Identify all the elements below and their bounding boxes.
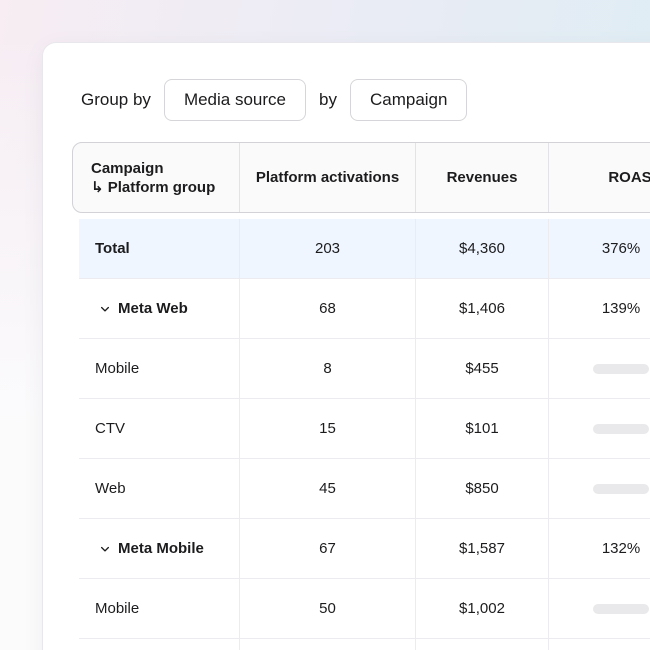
row-name-cell: Mobile xyxy=(79,579,240,638)
column-header-campaign-platform-group[interactable]: Campaign ↳ Platform group xyxy=(73,143,240,212)
cell-revenues: $4,360 xyxy=(416,219,549,278)
roas-loading-pill xyxy=(593,363,649,374)
column-header-campaign: Campaign xyxy=(91,159,164,177)
row-name: Mobile xyxy=(95,600,140,617)
cell-roas xyxy=(549,399,650,458)
cell-platform-activations: 67 xyxy=(240,519,416,578)
cell-revenues: $455 xyxy=(416,339,549,398)
cell-roas: 132% xyxy=(549,519,650,578)
column-header-roas[interactable]: ROAS xyxy=(608,169,650,186)
cell-revenues: $1,406 xyxy=(416,279,549,338)
media-source-select[interactable]: Media source xyxy=(163,79,306,121)
table-body: Total 203 $4,360 376% Meta Web 68 $1,406… xyxy=(79,219,650,650)
report-card: Group by Media source by Campaign Campai… xyxy=(42,42,650,650)
roas-value: 376% xyxy=(601,240,641,257)
cell-revenues xyxy=(416,639,549,650)
cell-platform-activations: 45 xyxy=(240,459,416,518)
table-row[interactable]: Mobile 8 $455 xyxy=(79,339,650,399)
chevron-down-icon[interactable] xyxy=(99,543,111,555)
roas-value: 139% xyxy=(601,300,641,317)
table-header: Campaign ↳ Platform group Platform activ… xyxy=(72,142,650,213)
cell-roas xyxy=(549,639,650,650)
cell-platform-activations xyxy=(240,639,416,650)
row-name: Total xyxy=(95,240,130,257)
table-row[interactable] xyxy=(79,639,650,650)
table-row[interactable]: Mobile 50 $1,002 xyxy=(79,579,650,639)
cell-platform-activations: 203 xyxy=(240,219,416,278)
cell-revenues: $1,587 xyxy=(416,519,549,578)
row-name: Meta Mobile xyxy=(118,540,204,557)
cell-roas xyxy=(549,459,650,518)
row-name-cell: CTV xyxy=(79,399,240,458)
roas-value: 132% xyxy=(601,540,641,557)
group-by-toolbar: Group by Media source by Campaign xyxy=(81,79,468,121)
cell-platform-activations: 50 xyxy=(240,579,416,638)
cell-roas: 376% xyxy=(549,219,650,278)
row-name-cell: Mobile xyxy=(79,339,240,398)
table-row[interactable]: CTV 15 $101 xyxy=(79,399,650,459)
cell-roas: 139% xyxy=(549,279,650,338)
column-header-platform-group: ↳ Platform group xyxy=(91,178,216,196)
row-name-cell: Total xyxy=(79,219,240,278)
row-name: Mobile xyxy=(95,360,140,377)
row-name-cell xyxy=(79,639,240,650)
table-row[interactable]: Meta Mobile 67 $1,587 132% xyxy=(79,519,650,579)
roas-loading-pill xyxy=(593,483,649,494)
cell-revenues: $850 xyxy=(416,459,549,518)
row-name: Web xyxy=(95,480,126,497)
table-row[interactable]: Web 45 $850 xyxy=(79,459,650,519)
cell-platform-activations: 68 xyxy=(240,279,416,338)
row-name-cell: Meta Mobile xyxy=(79,519,240,578)
roas-loading-pill xyxy=(593,423,649,434)
row-name-cell: Web xyxy=(79,459,240,518)
cell-roas xyxy=(549,579,650,638)
row-name-cell: Meta Web xyxy=(79,279,240,338)
cell-platform-activations: 15 xyxy=(240,399,416,458)
campaign-select[interactable]: Campaign xyxy=(349,79,468,121)
chevron-down-icon[interactable] xyxy=(99,303,111,315)
cell-revenues: $101 xyxy=(416,399,549,458)
column-header-platform-activations[interactable]: Platform activations xyxy=(240,143,416,212)
cell-roas xyxy=(549,339,650,398)
table-row[interactable]: Meta Web 68 $1,406 139% xyxy=(79,279,650,339)
column-header-revenues[interactable]: Revenues xyxy=(416,143,549,212)
by-label: by xyxy=(319,90,337,109)
cell-revenues: $1,002 xyxy=(416,579,549,638)
row-name: Meta Web xyxy=(118,300,188,317)
group-by-label: Group by xyxy=(81,90,151,109)
cell-platform-activations: 8 xyxy=(240,339,416,398)
row-name: CTV xyxy=(95,420,125,437)
roas-loading-pill xyxy=(593,603,649,614)
table-row[interactable]: Total 203 $4,360 376% xyxy=(79,219,650,279)
